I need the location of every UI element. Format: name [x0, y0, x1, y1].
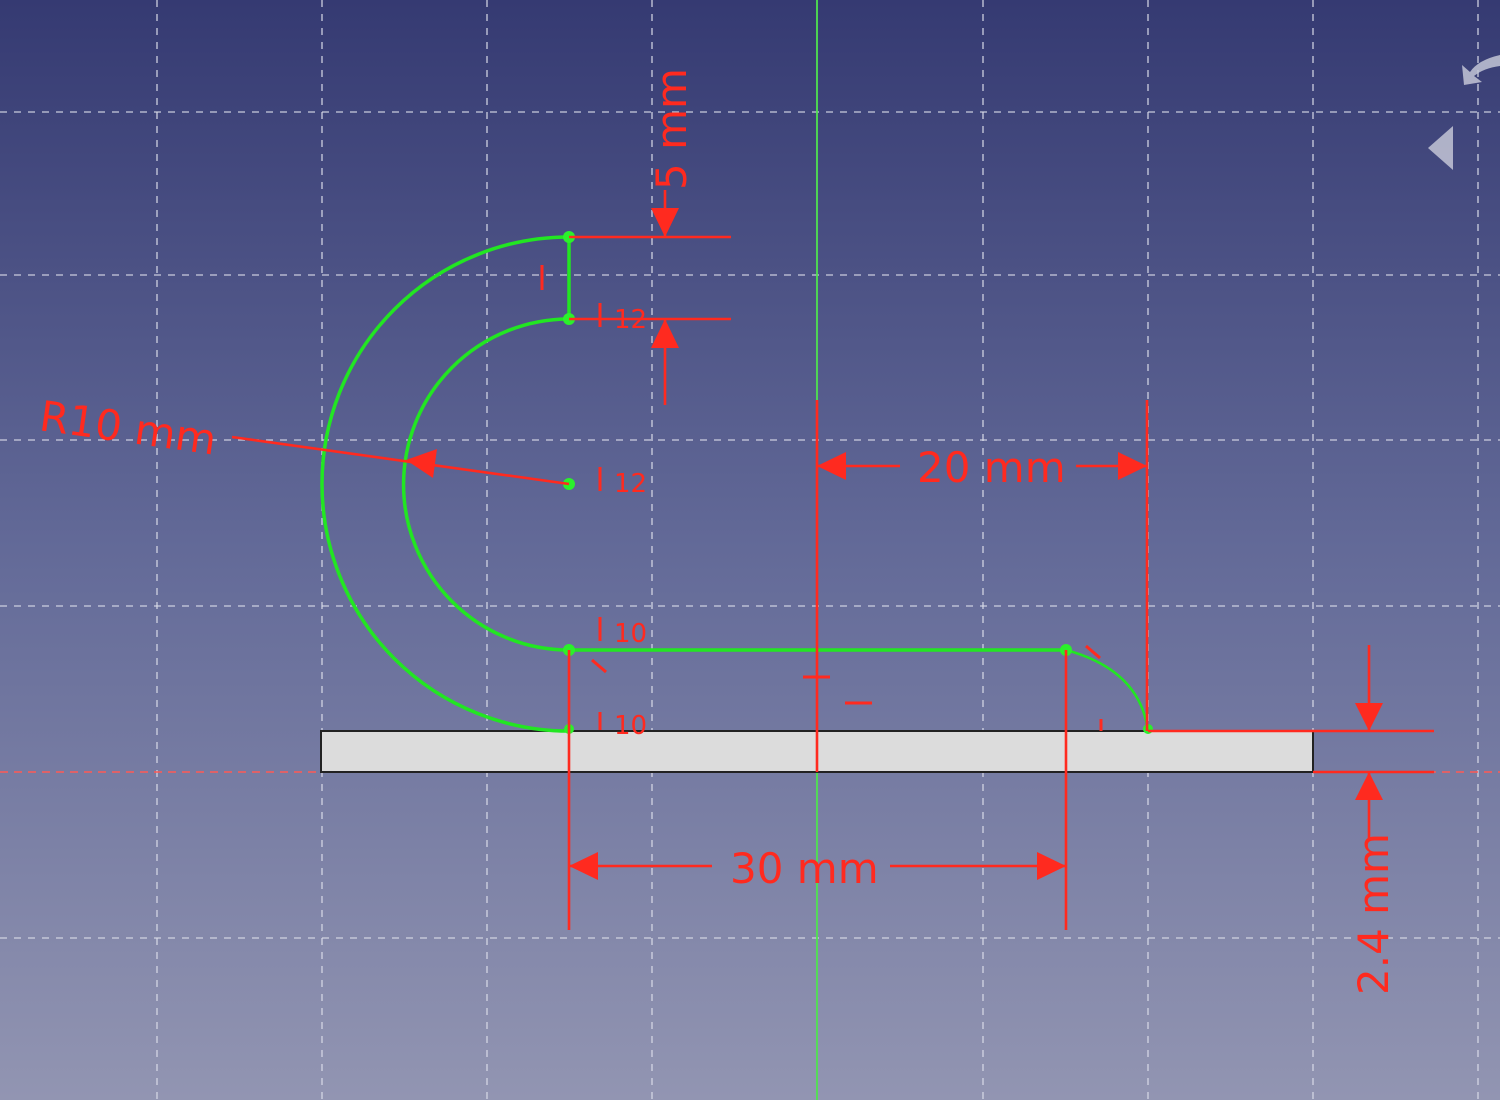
constraint-label-4[interactable]: 10 [614, 711, 647, 741]
inner-arc[interactable] [401, 317, 571, 652]
dimension-text-thickness[interactable]: 2.4 mm [1349, 833, 1398, 995]
navigation-cube-left-icon[interactable] [1428, 126, 1453, 170]
dimension-thickness[interactable]: 2.4 mm [1148, 645, 1434, 995]
dimension-text-right-offset[interactable]: 20 mm [917, 443, 1066, 492]
dimension-bottom-length[interactable]: 30 mm [567, 650, 1068, 930]
dimension-radius[interactable]: R10 mm [37, 391, 570, 486]
dimension-text-top-gap[interactable]: 5 mm [647, 68, 696, 190]
dimension-right-offset[interactable]: 20 mm [815, 400, 1149, 772]
navigation-cube-arrow-icon[interactable] [1462, 55, 1500, 85]
tangent-constraint-icon[interactable] [591, 658, 607, 674]
fillet-arc[interactable] [1065, 648, 1150, 732]
constraint-glyphs [540, 265, 1103, 731]
dimension-text-radius[interactable]: R10 mm [37, 391, 220, 464]
navigation-cube[interactable] [1428, 55, 1500, 170]
constraint-label-3[interactable]: 10 [614, 619, 647, 649]
constraint-label-2[interactable]: 12 [614, 469, 647, 499]
tangent-constraint-icon[interactable] [1085, 644, 1101, 660]
dimension-text-bottom-length[interactable]: 30 mm [730, 844, 879, 893]
outer-arc[interactable] [320, 235, 571, 733]
dimension-top-gap[interactable]: 5 mm [569, 68, 731, 405]
